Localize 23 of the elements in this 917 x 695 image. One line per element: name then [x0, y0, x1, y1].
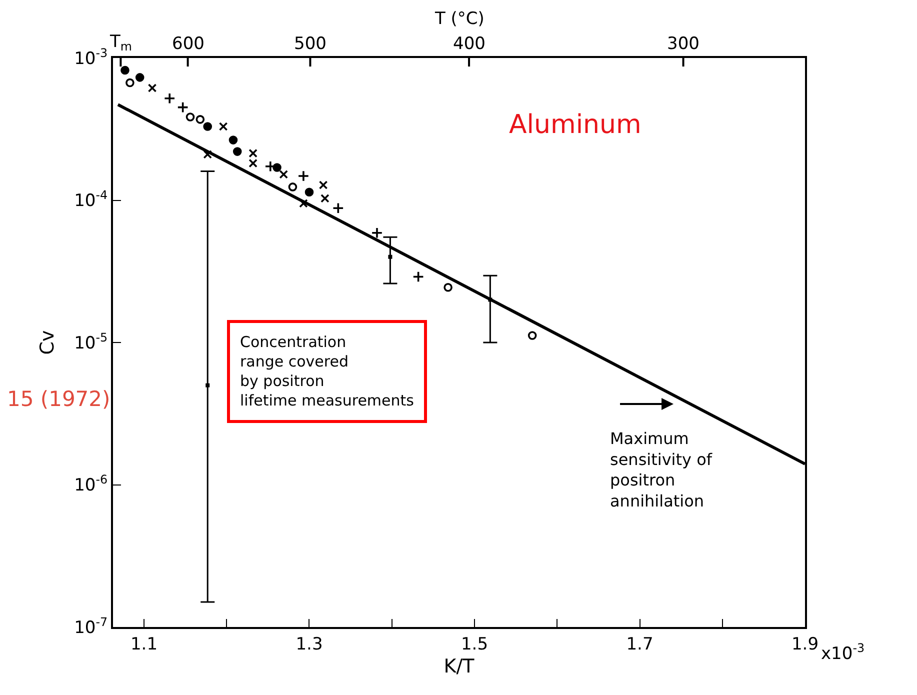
x-tick-label: 1.7 — [626, 634, 654, 654]
x-tick-label: 1.5 — [460, 634, 488, 654]
text: 300 — [667, 34, 700, 54]
y-tick-label: 10$^{-7}$ — [74, 614, 108, 638]
y-tick-label: 10$^{-3}$ — [74, 46, 108, 69]
annotation: Aluminum — [509, 110, 642, 140]
x-axis-title: K/T — [444, 656, 475, 678]
x-tick-label: 1.1 — [130, 634, 158, 654]
text: T (°C) — [434, 9, 484, 29]
x-tick-label: 1.9 — [791, 634, 819, 654]
text: 15 (1972) — [7, 387, 110, 411]
y-tick-label: 10$^{-6}$ — [74, 472, 108, 496]
annotation: Maximum sensitivity of positron annihilation — [610, 429, 712, 510]
text: 600 — [172, 34, 204, 54]
text: T$_{m}$ — [109, 32, 132, 54]
text: 500 — [294, 34, 326, 54]
x-tick-label: 1.3 — [296, 634, 323, 654]
y-axis-title: Cv — [36, 330, 58, 355]
y-tick-label: 10$^{-4}$ — [74, 188, 108, 212]
text: 400 — [453, 34, 486, 54]
annotation: Concentration range covered by positron lifetime measurements — [240, 333, 414, 410]
text: x10$^{-3}$ — [821, 641, 865, 664]
y-tick-label: 10$^{-5}$ — [74, 330, 108, 354]
